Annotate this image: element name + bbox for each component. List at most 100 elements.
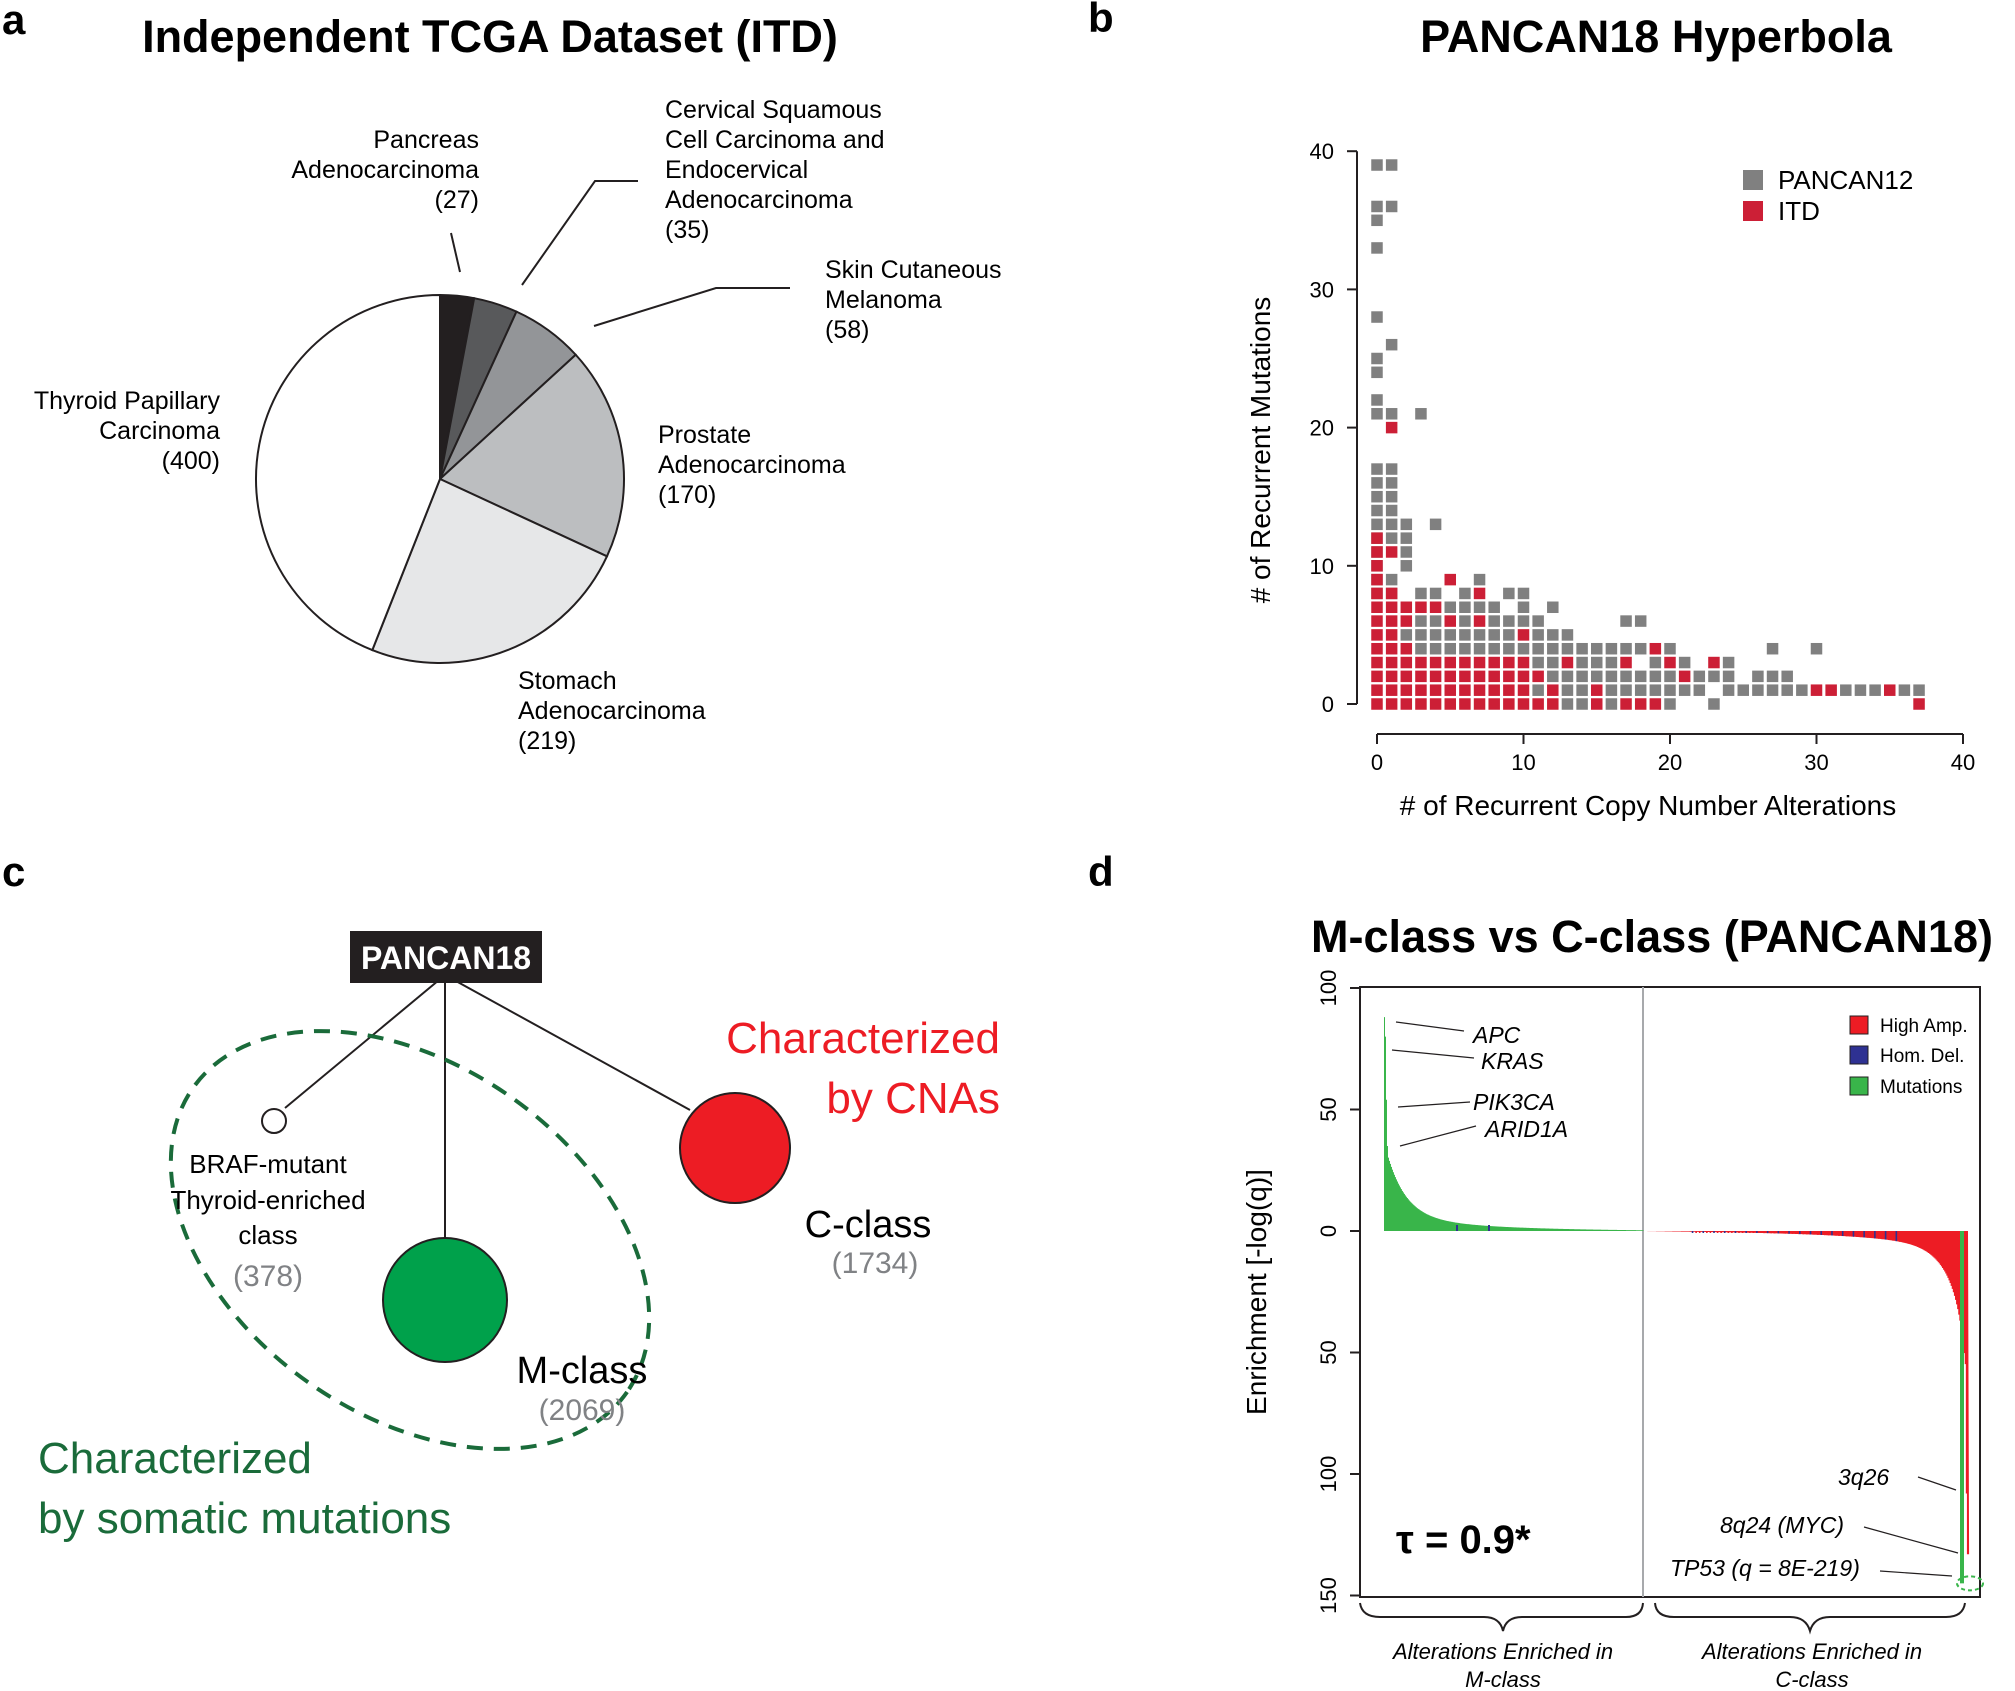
cclass-mixed-bar — [1713, 1231, 1715, 1233]
point-pancan12 — [1459, 601, 1471, 614]
cclass-mixed-bar — [1845, 1231, 1848, 1237]
point-pancan12 — [1473, 601, 1486, 614]
point-itd — [1415, 601, 1427, 614]
point-pancan12 — [1620, 642, 1632, 655]
point-pancan12 — [1371, 311, 1383, 323]
point-itd — [1385, 587, 1398, 600]
point-itd — [1444, 615, 1456, 627]
point-pancan12 — [1385, 159, 1398, 171]
point-itd — [1400, 670, 1413, 683]
cclass-mixed-bar — [1799, 1231, 1801, 1235]
point-itd — [1400, 684, 1413, 696]
point-pancan12 — [1591, 670, 1603, 683]
cclass-mixed-bar — [1720, 1231, 1722, 1233]
cclass-enrichment-bars — [1643, 1231, 1984, 1592]
point-itd — [1620, 698, 1632, 710]
point-pancan12 — [1488, 629, 1500, 641]
panel-d-letter: d — [1088, 848, 1114, 895]
pie-label-stomach: Stomach Adenocarcinoma (219) — [518, 667, 706, 755]
point-pancan12 — [1913, 684, 1925, 696]
x-tick-label: 30 — [1804, 750, 1828, 775]
tau-statistic: τ = 0.9* — [1396, 1518, 1531, 1562]
cclass-mixed-bar — [1698, 1231, 1701, 1233]
point-itd — [1385, 684, 1398, 696]
cclass-mixed-bar — [1820, 1231, 1823, 1235]
legend-label-pancan12: PANCAN12 — [1778, 165, 1913, 195]
point-pancan12 — [1532, 642, 1544, 655]
braf-label: Thyroid-enriched — [170, 1185, 365, 1215]
cclass-mixed-bar — [1770, 1231, 1772, 1234]
point-pancan12 — [1429, 642, 1442, 655]
point-itd — [1385, 629, 1398, 641]
point-pancan12 — [1385, 477, 1398, 489]
point-itd — [1547, 684, 1559, 696]
point-itd — [1591, 698, 1603, 710]
scatter-legend: PANCAN12 ITD — [1743, 165, 1913, 226]
mutation-dashed-ellipse — [168, 1029, 652, 1451]
cclass-mixed-bar — [1899, 1231, 1901, 1242]
cclass-mixed-bar — [1895, 1231, 1898, 1242]
pie-title: Independent TCGA Dataset (ITD) — [142, 11, 838, 62]
point-pancan12 — [1400, 546, 1413, 558]
point-itd — [1429, 656, 1442, 669]
slice-label: Adenocarcinoma — [658, 451, 846, 479]
pie-label-thyroid: Thyroid Papillary Carcinoma (400) — [34, 387, 221, 475]
mclass-bracket — [1359, 1602, 1644, 1632]
point-pancan12 — [1664, 670, 1676, 683]
root-node-box — [350, 931, 542, 983]
point-itd — [1913, 698, 1925, 710]
point-itd — [1503, 698, 1515, 710]
point-pancan12 — [1400, 560, 1413, 572]
point-pancan12 — [1752, 670, 1764, 683]
point-itd — [1473, 656, 1486, 669]
point-pancan12 — [1488, 615, 1500, 627]
cclass-mixed-bar — [1813, 1231, 1815, 1235]
leader-line — [450, 232, 461, 273]
point-pancan12 — [1371, 463, 1383, 475]
point-itd — [1429, 601, 1442, 614]
point-itd — [1473, 587, 1486, 600]
point-pancan12 — [1620, 615, 1632, 627]
point-itd — [1371, 601, 1383, 614]
x-tick-label: 20 — [1658, 750, 1682, 775]
annotation-myc: 8q24 (MYC) — [1720, 1512, 1844, 1538]
point-pancan12 — [1810, 642, 1823, 655]
point-itd — [1429, 698, 1442, 710]
point-itd — [1400, 642, 1413, 655]
point-pancan12 — [1517, 615, 1530, 627]
point-pancan12 — [1371, 518, 1383, 531]
point-pancan12 — [1576, 642, 1588, 655]
bracket-label-left: Alterations Enriched in — [1391, 1639, 1613, 1664]
point-itd — [1371, 642, 1383, 655]
point-pancan12 — [1766, 670, 1779, 683]
point-pancan12 — [1400, 518, 1413, 531]
point-pancan12 — [1488, 601, 1500, 614]
cclass-amp-bars — [1643, 1231, 1970, 1555]
point-pancan12 — [1752, 684, 1764, 696]
point-pancan12 — [1415, 587, 1427, 600]
root-node-label: PANCAN18 — [361, 940, 531, 976]
point-pancan12 — [1371, 394, 1383, 406]
point-pancan12 — [1503, 629, 1515, 641]
point-itd — [1385, 656, 1398, 669]
point-pancan12 — [1561, 684, 1574, 696]
annotation-leader — [1391, 1049, 1475, 1059]
point-pancan12 — [1737, 684, 1749, 696]
braf-node — [261, 1108, 287, 1134]
point-pancan12 — [1620, 684, 1632, 696]
point-pancan12 — [1517, 587, 1530, 600]
point-pancan12 — [1664, 698, 1676, 710]
point-itd — [1415, 670, 1427, 683]
point-pancan12 — [1796, 684, 1808, 696]
mclass-bars — [1384, 1017, 1644, 1231]
cclass-mixed-bar — [1784, 1231, 1787, 1234]
cclass-mixed-bar — [1734, 1231, 1737, 1233]
point-pancan12 — [1693, 684, 1706, 696]
point-pancan12 — [1371, 477, 1383, 489]
tp53-highlight — [1956, 1575, 1984, 1592]
cclass-mixed-bar — [1874, 1231, 1876, 1239]
point-itd — [1649, 698, 1662, 710]
cclass-bracket — [1654, 1602, 1966, 1635]
cclass-mixed-bar — [1748, 1231, 1751, 1233]
point-itd — [1371, 587, 1383, 600]
